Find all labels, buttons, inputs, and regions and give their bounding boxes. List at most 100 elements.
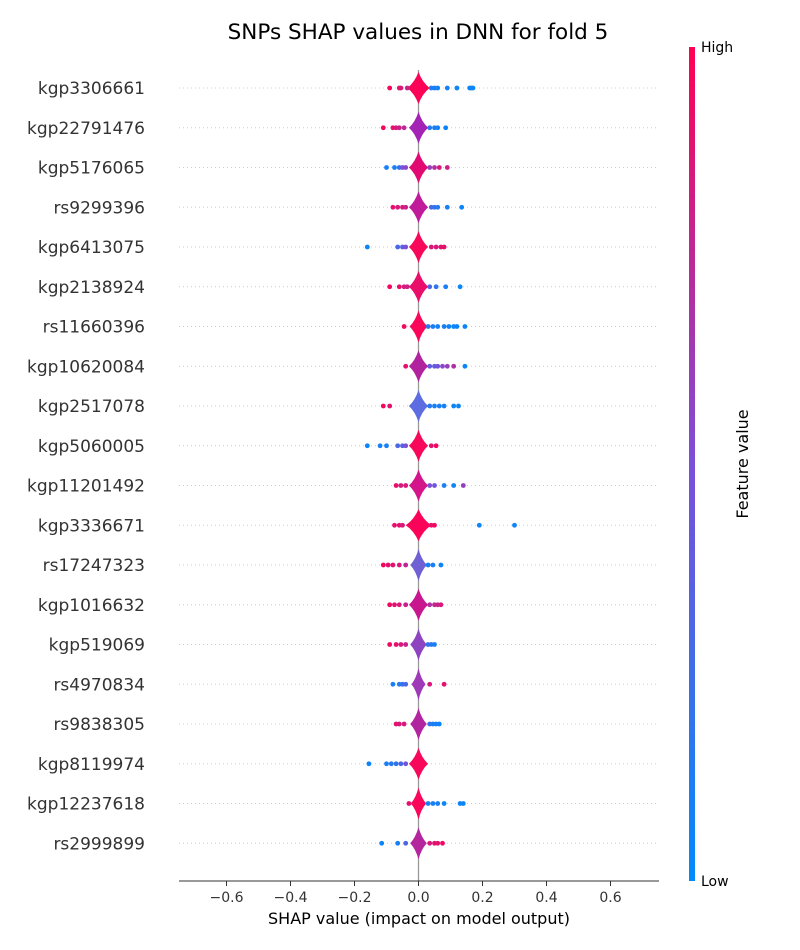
features-layer: kgp3306661 kgp22791476 kgp5176065 rs9299396…	[27, 79, 659, 854]
shap-point	[396, 721, 402, 727]
feature-label: rs2999899	[53, 834, 145, 854]
violin-body	[408, 429, 429, 462]
shap-point	[403, 204, 409, 210]
shap-point	[427, 602, 433, 608]
shap-point	[428, 443, 434, 449]
shap-point	[432, 642, 437, 647]
shap-point	[401, 125, 407, 131]
feature-label: kgp1016632	[38, 596, 145, 616]
x-tick-label: 0.4	[535, 890, 557, 906]
shap-point	[435, 125, 441, 131]
shap-point	[454, 85, 460, 91]
feature-label: kgp3306661	[38, 79, 145, 99]
shap-point	[395, 204, 401, 210]
feature-row: kgp519069	[49, 636, 659, 656]
shap-point	[512, 522, 517, 528]
feature-label: kgp8119974	[38, 755, 145, 775]
shap-point	[476, 522, 482, 528]
violin-body	[408, 469, 429, 502]
feature-row: kgp6413075	[38, 238, 659, 258]
shap-point	[456, 403, 461, 409]
feature-row: rs2999899	[53, 834, 659, 854]
shap-point	[398, 761, 404, 767]
shap-point	[396, 125, 402, 131]
violin-body	[408, 191, 429, 224]
shap-point	[403, 483, 409, 488]
shap-point	[435, 363, 441, 369]
violin-body	[405, 509, 432, 542]
violin-body	[408, 270, 429, 303]
shap-point	[384, 443, 389, 449]
feature-row: kgp2138924	[38, 278, 659, 298]
shap-point	[396, 602, 402, 608]
shap-point	[427, 681, 433, 687]
shap-point	[462, 324, 468, 329]
shap-point	[387, 85, 393, 91]
shap-point	[403, 761, 409, 767]
shap-point	[396, 284, 402, 290]
shap-point	[441, 324, 447, 329]
shap-point	[427, 840, 433, 846]
shap-point	[393, 761, 399, 767]
violin-body	[410, 708, 427, 740]
shap-point	[433, 443, 439, 449]
shap-point	[438, 562, 444, 568]
feature-label: rs9299396	[53, 198, 145, 218]
violin-body	[409, 310, 428, 343]
shap-point	[441, 244, 447, 250]
feature-row: kgp12237618	[27, 795, 659, 815]
x-axis-label: SHAP value (impact on model output)	[268, 909, 570, 928]
shap-point	[433, 244, 439, 250]
violin-body	[408, 151, 429, 184]
feature-label: kgp6413075	[38, 238, 145, 258]
feature-label: rs9838305	[53, 715, 145, 735]
shap-point	[459, 204, 465, 210]
feature-label: kgp2138924	[38, 278, 145, 298]
shap-point	[427, 165, 433, 170]
shap-point	[403, 244, 409, 250]
feature-row: kgp2517078	[38, 397, 659, 417]
shap-point	[435, 204, 441, 210]
feature-label: kgp5060005	[38, 437, 145, 457]
shap-point	[430, 801, 436, 806]
shap-point	[392, 602, 397, 608]
shap-point	[432, 522, 437, 528]
feature-label: kgp10620084	[27, 357, 145, 377]
shap-point	[384, 761, 389, 767]
shap-point	[427, 363, 433, 369]
colorbar-high-label: High	[701, 40, 733, 56]
shap-point	[392, 522, 397, 528]
shap-point	[406, 801, 412, 806]
feature-label: kgp5176065	[38, 159, 145, 179]
shap-point	[390, 562, 396, 568]
shap-point	[433, 284, 439, 290]
shap-point	[451, 483, 457, 488]
shap-point	[444, 85, 450, 91]
x-tick-label: −0.4	[274, 890, 308, 906]
shap-point	[404, 85, 410, 91]
feature-row: rs4970834	[53, 675, 659, 695]
shap-point	[385, 562, 391, 568]
shap-point	[460, 483, 466, 488]
shap-point	[403, 642, 409, 647]
shap-point	[451, 363, 457, 369]
shap-point	[364, 244, 370, 250]
shap-point	[435, 840, 441, 846]
shap-point	[380, 562, 386, 568]
shap-point	[425, 562, 431, 568]
shap-point	[460, 801, 466, 806]
shap-point	[457, 284, 463, 290]
shap-point	[404, 284, 410, 290]
shap-point	[462, 363, 468, 369]
feature-row: kgp5060005	[38, 437, 659, 457]
violin-body	[410, 787, 427, 820]
feature-label: kgp2517078	[38, 397, 145, 417]
feature-row: kgp11201492	[27, 477, 659, 497]
feature-row: kgp3336671	[38, 516, 659, 536]
shap-point	[401, 721, 407, 727]
shap-point	[377, 443, 383, 449]
shap-point	[403, 363, 409, 369]
x-tick-label: 0.6	[599, 890, 621, 906]
shap-point	[398, 85, 404, 91]
